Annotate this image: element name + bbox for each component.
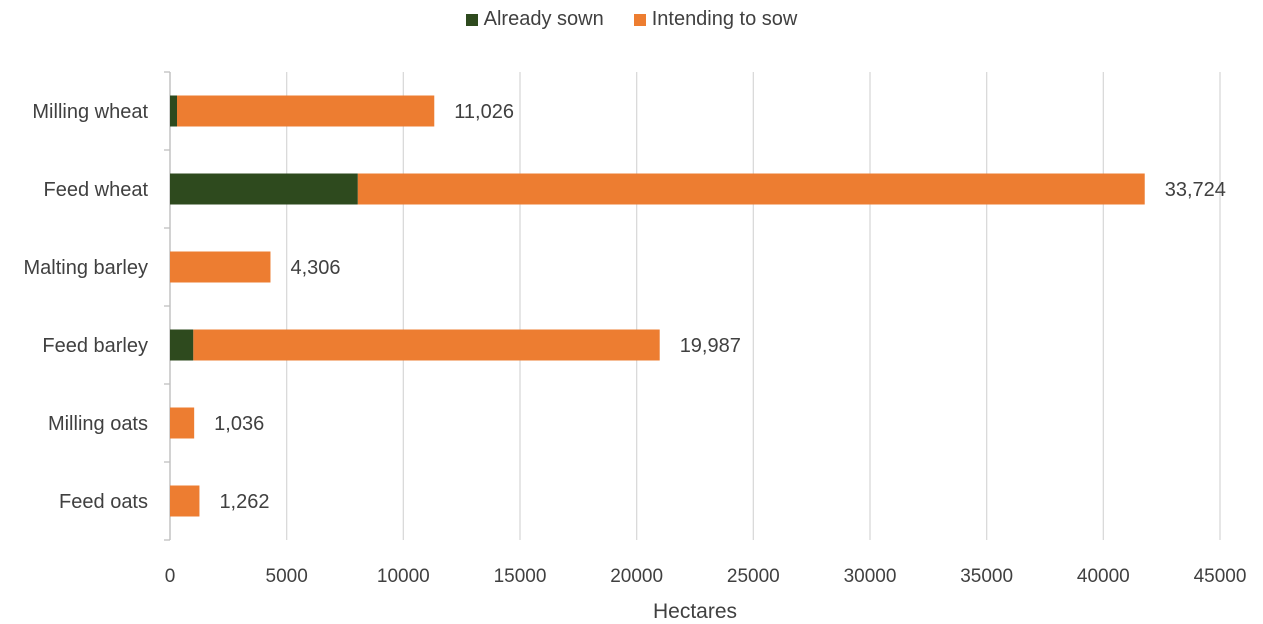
x-tick-label-20000: 20000: [610, 566, 663, 587]
data-label-feed-barley: 19,987: [680, 335, 741, 357]
gridlines: [164, 71, 1221, 541]
data-label-malting-barley: 4,306: [290, 257, 340, 279]
bar-milling-wheat-intending-to-sow: [177, 95, 435, 127]
data-label-feed-oats: 1,262: [219, 491, 269, 513]
x-axis-title: Hectares: [653, 600, 737, 623]
data-label-milling-oats: 1,036: [214, 413, 264, 435]
data-label-milling-wheat: 11,026: [454, 101, 514, 123]
category-label-feed-barley: Feed barley: [42, 335, 148, 357]
x-tick-label-10000: 10000: [377, 566, 430, 587]
x-tick-label-45000: 45000: [1194, 566, 1247, 587]
x-tick-label-35000: 35000: [960, 566, 1013, 587]
x-tick-label-15000: 15000: [494, 566, 547, 587]
bar-feed-oats-intending-to-sow: [170, 485, 200, 517]
bar-feed-wheat-intending-to-sow: [357, 173, 1145, 205]
bar-feed-barley-already-sown: [170, 329, 194, 361]
bar-feed-wheat-already-sown: [170, 173, 358, 205]
labels: 0 5000 10000 15000 20000 25000 30000 35000 40000…: [23, 101, 1246, 587]
bars: [170, 95, 1145, 517]
legend-swatch-already-sown: [465, 13, 478, 26]
category-label-feed-oats: Feed oats: [59, 491, 148, 513]
x-tick-label-30000: 30000: [844, 566, 897, 587]
x-tick-label-0: 0: [165, 566, 176, 587]
bar-feed-barley-intending-to-sow: [193, 329, 660, 361]
category-label-malting-barley: Malting barley: [23, 257, 148, 279]
category-label-milling-wheat: Milling wheat: [32, 101, 148, 123]
x-tick-label-40000: 40000: [1077, 566, 1130, 587]
x-tick-label-5000: 5000: [266, 566, 308, 587]
legend-label-intending-to-sow: Intending to sow: [651, 8, 798, 30]
x-tick-label-25000: 25000: [727, 566, 780, 587]
legend-label-already-sown: Already sown: [483, 8, 604, 30]
category-label-feed-wheat: Feed wheat: [43, 179, 148, 201]
bar-milling-wheat-already-sown: [170, 95, 177, 127]
legend: Already sown Intending to sow: [0, 8, 1263, 31]
bar-malting-barley-intending-to-sow: [170, 251, 271, 283]
legend-swatch-intending-to-sow: [633, 13, 646, 26]
legend-item-already-sown: Already sown: [465, 8, 604, 31]
category-label-milling-oats: Milling oats: [48, 413, 148, 435]
bar-milling-oats-intending-to-sow: [170, 407, 195, 439]
legend-item-intending-to-sow: Intending to sow: [633, 8, 798, 31]
data-label-feed-wheat: 33,724: [1165, 179, 1226, 201]
